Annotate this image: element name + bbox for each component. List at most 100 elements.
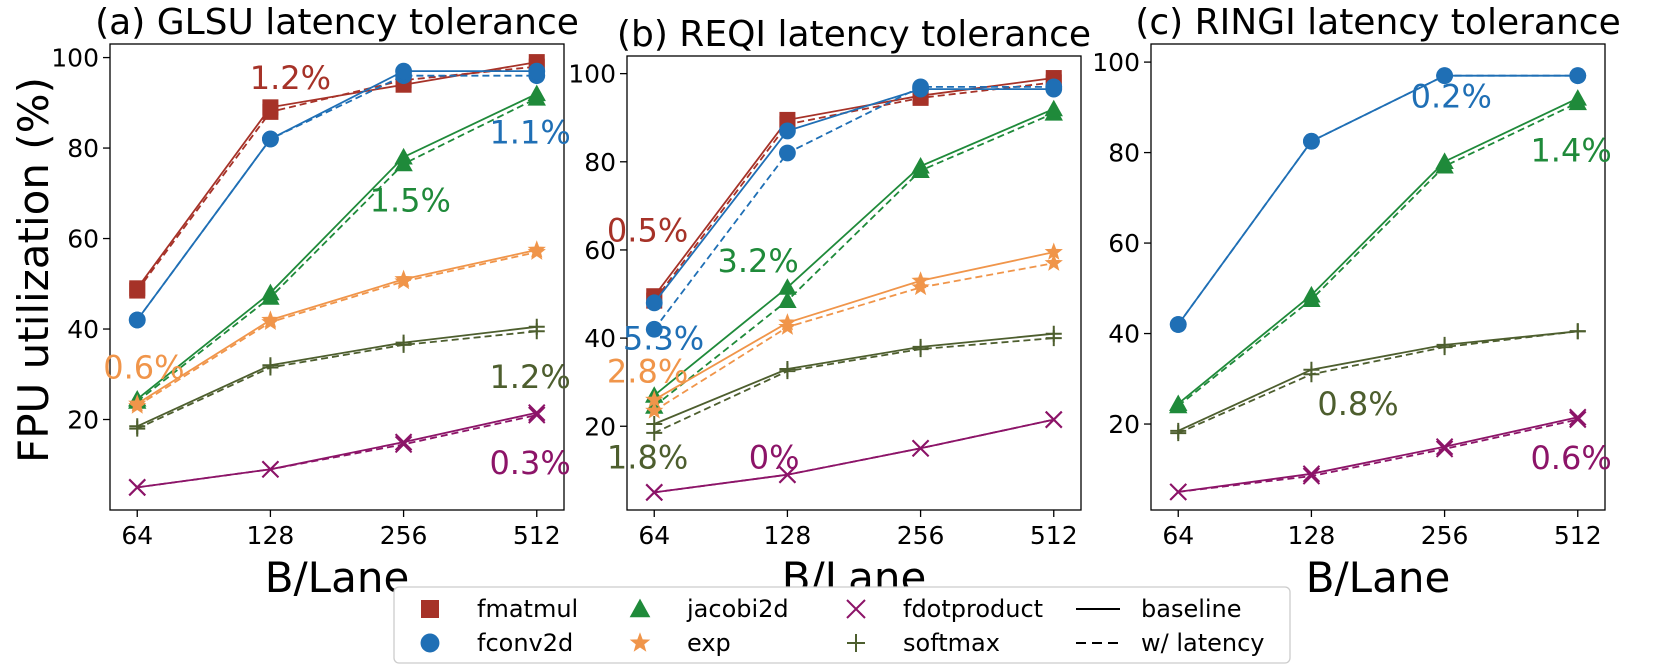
baseline-point-fconv2d	[128, 311, 146, 329]
chart-title: (c) RINGI latency tolerance	[1135, 2, 1620, 43]
panel-c: (c) RINGI latency tolerance 20 40 60 80 100 64…	[1092, 2, 1620, 602]
baseline-point-fmatmul	[129, 280, 146, 297]
legend-marker	[421, 600, 439, 618]
annotation-fconv2d: 5.3%	[623, 319, 704, 357]
y-tick-label: 40	[67, 315, 99, 344]
y-tick-label: 40	[1108, 320, 1140, 349]
y-tick-label: 60	[1108, 229, 1140, 258]
latency-line-exp	[653, 262, 1054, 412]
baseline-point-exp	[778, 313, 797, 331]
baseline-point-softmax	[779, 360, 796, 377]
baseline-point-softmax	[1436, 336, 1453, 353]
y-tick-label: 60	[584, 236, 616, 265]
x-axis-label: B/Lane	[1306, 553, 1451, 602]
y-axis-label: FPU utilization (%)	[9, 77, 58, 463]
latency-line-softmax	[136, 330, 537, 430]
baseline-point-exp	[261, 310, 280, 328]
legend-label: softmax	[903, 629, 1000, 657]
annotation-jacobi2d: 3.2%	[717, 242, 798, 280]
y-tick-label: 20	[584, 412, 616, 441]
baseline-line-jacobi2d	[1177, 97, 1579, 405]
series-jacobi2d	[645, 99, 1063, 414]
baseline-point-softmax	[1045, 325, 1062, 342]
legend-marker	[629, 632, 651, 652]
latency-line-fmatmul	[653, 81, 1054, 302]
legend-label: fdotproduct	[903, 595, 1043, 623]
baseline-point-exp	[527, 240, 546, 258]
x-tick-label: 64	[1162, 521, 1194, 550]
plot-frame	[626, 55, 1082, 511]
latency-point-exp	[911, 277, 930, 296]
y-tick-label: 80	[584, 148, 616, 177]
baseline-point-softmax	[395, 334, 412, 351]
baseline-point-fconv2d	[912, 80, 929, 98]
legend: fmatmul fconv2d jacobi2d exp fdotproduct soft…	[393, 586, 1291, 664]
panel-b: (b) REQI latency tolerance 20 40 60 80 100 64 1…	[568, 14, 1091, 602]
series-exp	[645, 242, 1063, 419]
baseline-line-fdotproduct	[1178, 416, 1578, 493]
baseline-point-fdotproduct	[261, 460, 280, 478]
baseline-point-fdotproduct	[645, 483, 663, 502]
x-tick-label: 512	[513, 521, 561, 550]
baseline-point-fdotproduct	[778, 466, 797, 484]
latency-point-fconv2d	[779, 144, 796, 162]
y-tick-label: 100	[51, 44, 99, 73]
baseline-line-exp	[136, 249, 537, 405]
baseline-line-softmax	[136, 325, 537, 428]
series-fconv2d	[645, 78, 1063, 338]
baseline-line-softmax	[653, 332, 1054, 425]
y-tick-label: 80	[1108, 139, 1140, 168]
legend-label: fmatmul	[477, 595, 578, 623]
baseline-point-jacobi2d	[1302, 285, 1321, 303]
latency-point-exp	[1044, 253, 1063, 271]
baseline-line-softmax	[1177, 330, 1578, 432]
baseline-line-fdotproduct	[654, 418, 1054, 494]
latency-line-fconv2d	[1177, 74, 1578, 326]
legend-marker	[847, 634, 865, 652]
baseline-point-softmax	[1303, 361, 1320, 378]
legend-item-baseline: baseline	[1076, 595, 1242, 623]
latency-line-fdotproduct	[1178, 418, 1578, 493]
latency-line-fdotproduct	[654, 418, 1054, 494]
annotation-fdotproduct: 0%	[749, 438, 800, 476]
series-softmax	[1170, 323, 1586, 442]
baseline-point-jacobi2d	[1044, 99, 1063, 117]
legend-label: w/ latency	[1141, 629, 1265, 657]
legend-item-fmatmul: fmatmul	[421, 595, 578, 623]
baseline-point-jacobi2d	[261, 283, 280, 301]
baseline-point-softmax	[912, 338, 929, 355]
legend-label: baseline	[1141, 595, 1242, 623]
baseline-point-jacobi2d	[1568, 89, 1587, 106]
baseline-point-fconv2d	[395, 62, 412, 80]
baseline-point-fdotproduct	[128, 478, 146, 497]
annotation-softmax: 1.2%	[489, 358, 570, 396]
panel-a: (a) GLSU latency tolerance 20 40 60 80 100 64 1…	[51, 2, 579, 602]
legend-item-exp: exp	[629, 629, 731, 657]
latency-line-jacobi2d	[653, 112, 1055, 408]
legend-label: fconv2d	[477, 629, 573, 657]
legend-item-latency: w/ latency	[1076, 629, 1265, 657]
baseline-point-fdotproduct	[528, 404, 546, 422]
annotation-fdotproduct: 0.6%	[1530, 439, 1611, 477]
legend-label: exp	[687, 629, 731, 657]
x-tick-label: 64	[638, 521, 670, 550]
annotation-fmatmul: 0.5%	[607, 211, 688, 249]
x-tick-label: 128	[1288, 521, 1336, 550]
baseline-line-fdotproduct	[137, 411, 537, 489]
baseline-point-fconv2d	[262, 130, 279, 148]
annotation-fconv2d: 1.1%	[489, 113, 570, 151]
series-jacobi2d	[1169, 89, 1587, 414]
latency-line-jacobi2d	[1177, 101, 1579, 407]
x-axis-label: B/Lane	[265, 553, 410, 602]
series-fconv2d	[128, 62, 546, 329]
latency-line-fmatmul	[136, 65, 537, 292]
x-tick-label: 256	[380, 521, 428, 550]
annotation-jacobi2d: 1.4%	[1530, 132, 1611, 170]
latency-point-fdotproduct	[1435, 440, 1454, 458]
annotation-softmax: 1.8%	[607, 438, 688, 476]
x-tick-label: 256	[897, 521, 945, 550]
plot-frame	[109, 43, 565, 511]
annotation-fmatmul: 1.2%	[250, 59, 331, 97]
baseline-point-fdotproduct	[394, 433, 413, 451]
baseline-point-exp	[1044, 242, 1063, 260]
